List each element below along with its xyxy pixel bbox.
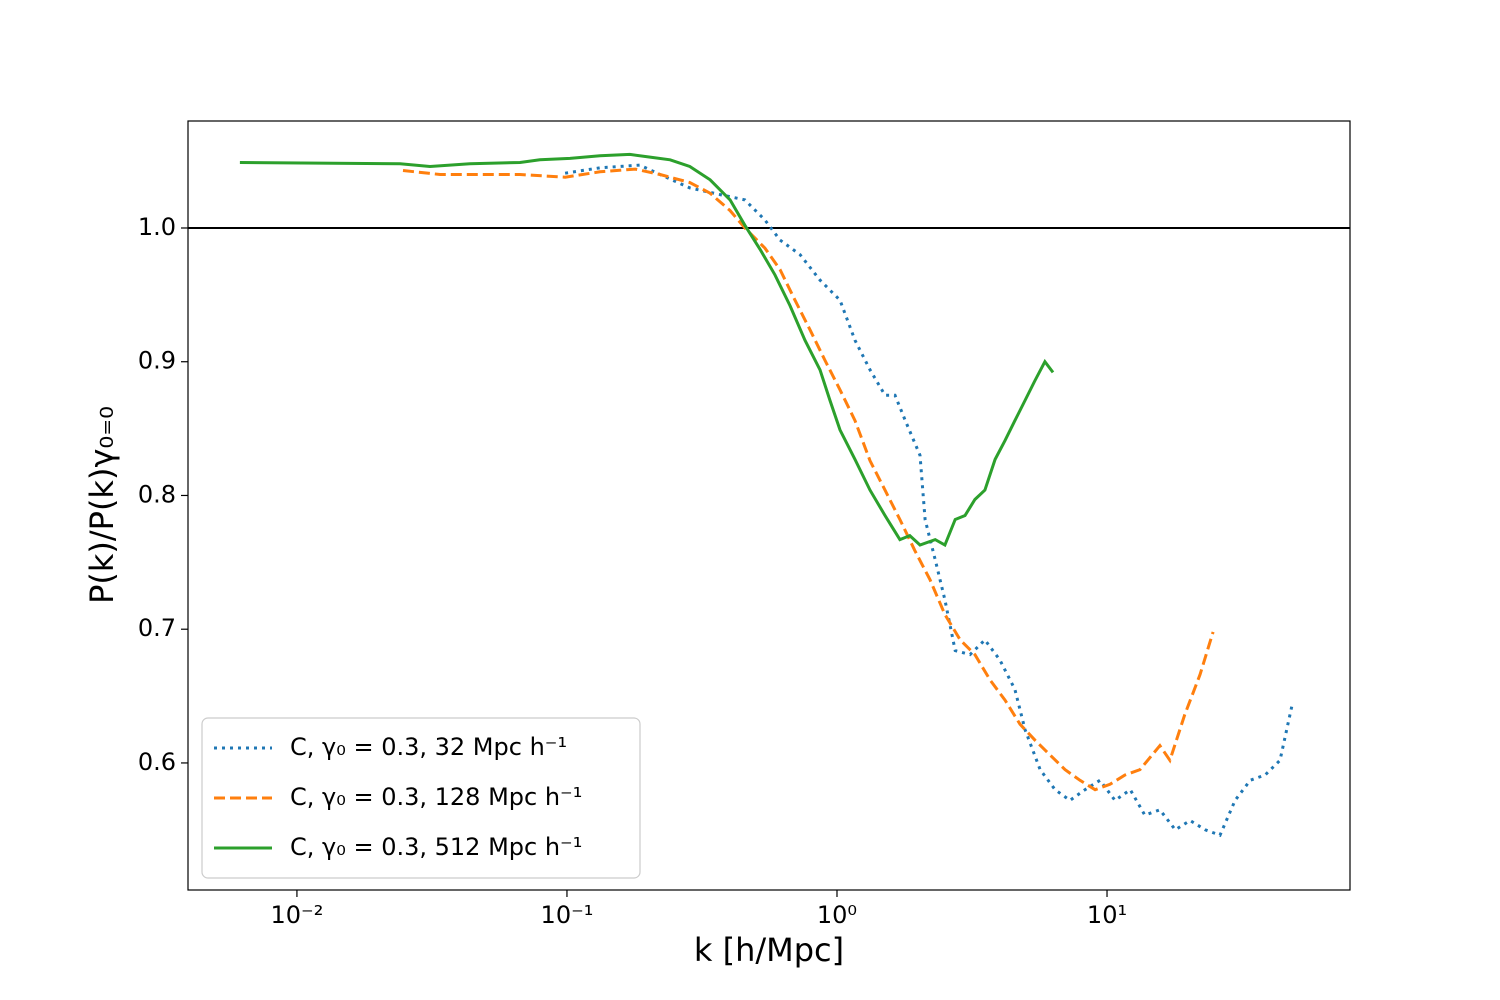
- plot-frame: [187, 120, 1351, 891]
- x-tick-label: 10⁻¹: [541, 901, 594, 929]
- legend-box: [201, 717, 641, 879]
- legend-label: C, γ₀ = 0.3, 128 Mpc h⁻¹: [290, 783, 582, 811]
- legend-label: C, γ₀ = 0.3, 32 Mpc h⁻¹: [290, 733, 567, 761]
- series-line: [564, 163, 1294, 838]
- y-tick-label: 0.8: [138, 480, 176, 508]
- x-axis-label: k [h/Mpc]: [694, 931, 844, 969]
- legend-label: C, γ₀ = 0.3, 512 Mpc h⁻¹: [290, 833, 582, 861]
- y-tick-label: 0.6: [138, 748, 176, 776]
- y-tick-label: 0.7: [138, 614, 176, 642]
- series-line: [402, 167, 1215, 792]
- y-tick-label: 0.9: [138, 347, 176, 375]
- series-line: [239, 152, 1055, 548]
- x-tick-label: 10¹: [1087, 901, 1127, 929]
- x-tick-label: 10⁻²: [271, 901, 324, 929]
- y-tick-label: 1.0: [138, 213, 176, 241]
- x-tick-label: 10⁰: [817, 901, 857, 929]
- y-axis-label: P(k)/P(k)γ₀₌₀: [83, 406, 121, 604]
